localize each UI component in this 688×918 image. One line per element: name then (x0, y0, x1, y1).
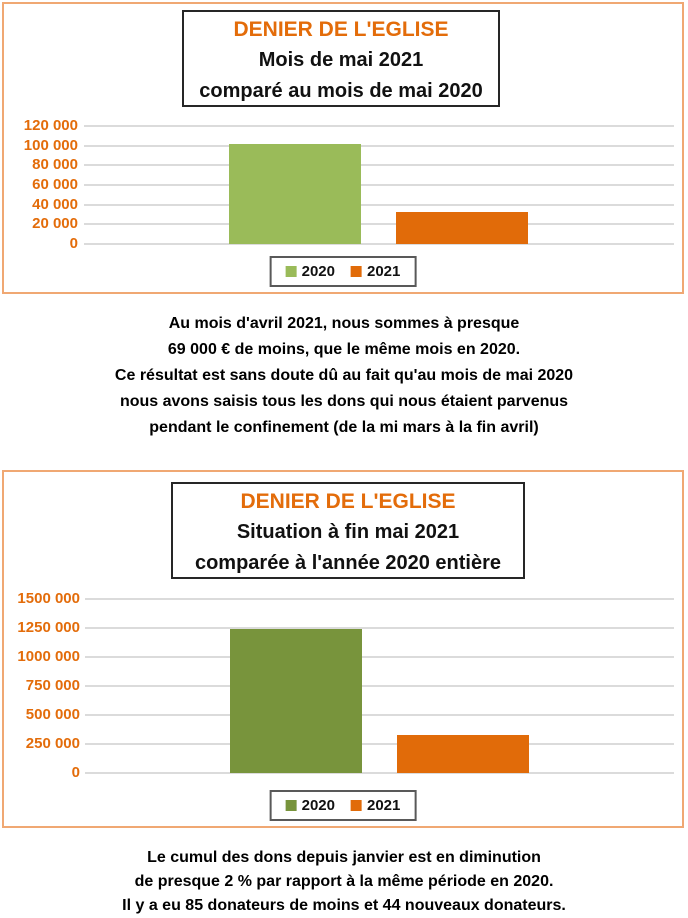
y-tick-label: 60 000 (32, 176, 78, 193)
y-tick-label: 20 000 (32, 215, 78, 232)
y-tick-label: 40 000 (32, 196, 78, 213)
text-line: de presque 2 % par rapport à la même pér… (134, 873, 554, 890)
gridline (85, 598, 674, 600)
y-tick-label: 0 (69, 235, 78, 252)
gridline (84, 164, 674, 166)
legend: 2020 2021 (269, 790, 417, 821)
gridline (84, 125, 674, 127)
gridline (84, 223, 674, 225)
chart-subtitle-line2: comparé au mois de mai 2020 (199, 80, 483, 102)
y-tick-label: 120 000 (23, 117, 78, 134)
y-axis: 1500 000 1250 000 1000 000 750 000 500 000 25… (4, 590, 80, 781)
chart-title: DENIER DE L'EGLISE (240, 490, 456, 513)
chart-subtitle-line2: comparée à l'année 2020 entière (194, 552, 502, 574)
text-line: nous avons saisis tous les dons qui nous… (119, 393, 569, 410)
legend-item: 2020 (285, 797, 335, 814)
chart-title-box: DENIER DE L'EGLISE Mois de mai 2021 comp… (182, 10, 500, 107)
gridline (85, 627, 674, 629)
gridline (85, 656, 674, 658)
y-tick-label: 1000 000 (17, 648, 80, 665)
y-axis: 120 000 100 000 80 000 60 000 40 000 20 000 0 (4, 117, 78, 252)
y-tick-label: 250 000 (25, 735, 80, 752)
gridline (85, 743, 674, 745)
text-line: Il y a eu 85 donateurs de moins et 44 no… (122, 897, 566, 914)
legend-item: 2020 (285, 263, 335, 280)
bar-2020 (229, 144, 362, 244)
y-tick-label: 80 000 (32, 156, 78, 173)
legend-label: 2021 (367, 263, 401, 280)
chart-title-box: DENIER DE L'EGLISE Situation à fin mai 2… (171, 482, 525, 579)
legend-label: 2020 (301, 263, 335, 280)
chart-title: DENIER DE L'EGLISE (233, 18, 449, 41)
plot-area (85, 598, 674, 774)
chart-subtitle-line1: Mois de mai 2021 (258, 49, 424, 71)
text-line: Le cumul des dons depuis janvier est en … (147, 849, 541, 866)
gridline (84, 184, 674, 186)
commentary-cumul: Le cumul des dons depuis janvier est en … (0, 846, 688, 918)
y-tick-label: 0 (71, 764, 80, 781)
legend-item: 2021 (351, 797, 400, 814)
chart-cumul-2021-vs-annee-2020: DENIER DE L'EGLISE Situation à fin mai 2… (2, 470, 684, 828)
text-line: Ce résultat est sans doute dû au fait qu… (114, 367, 574, 384)
chart-mai-2021-vs-mai-2020: DENIER DE L'EGLISE Mois de mai 2021 comp… (2, 2, 684, 294)
text-line: 69 000 € de moins, que le même mois en 2… (167, 341, 521, 358)
bar-2020 (229, 629, 362, 773)
bar-2021 (396, 735, 529, 773)
commentary-mai: Au mois d'avril 2021, nous sommes à pres… (0, 311, 688, 441)
plot-area (84, 125, 674, 245)
y-tick-label: 100 000 (23, 137, 78, 154)
legend-item: 2021 (351, 263, 400, 280)
legend: 2020 2021 (269, 256, 417, 287)
legend-swatch-2020 (285, 266, 297, 277)
legend-swatch-2021 (351, 266, 362, 277)
legend-label: 2020 (301, 797, 335, 814)
text-line: pendant le confinement (de la mi mars à … (149, 419, 539, 436)
y-tick-label: 500 000 (25, 706, 80, 723)
chart-subtitle-line1: Situation à fin mai 2021 (236, 521, 460, 543)
legend-label: 2021 (367, 797, 401, 814)
y-tick-label: 1500 000 (17, 590, 80, 607)
gridline (84, 145, 674, 147)
y-tick-label: 1250 000 (17, 619, 80, 636)
gridline (85, 714, 674, 716)
y-tick-label: 750 000 (25, 677, 80, 694)
text-line: Au mois d'avril 2021, nous sommes à pres… (168, 315, 520, 332)
bar-2021 (396, 212, 529, 244)
gridline (85, 685, 674, 687)
gridline (84, 243, 674, 245)
gridline (84, 204, 674, 206)
gridline (85, 772, 674, 774)
legend-swatch-2021 (351, 800, 362, 811)
legend-swatch-2020 (285, 800, 297, 811)
